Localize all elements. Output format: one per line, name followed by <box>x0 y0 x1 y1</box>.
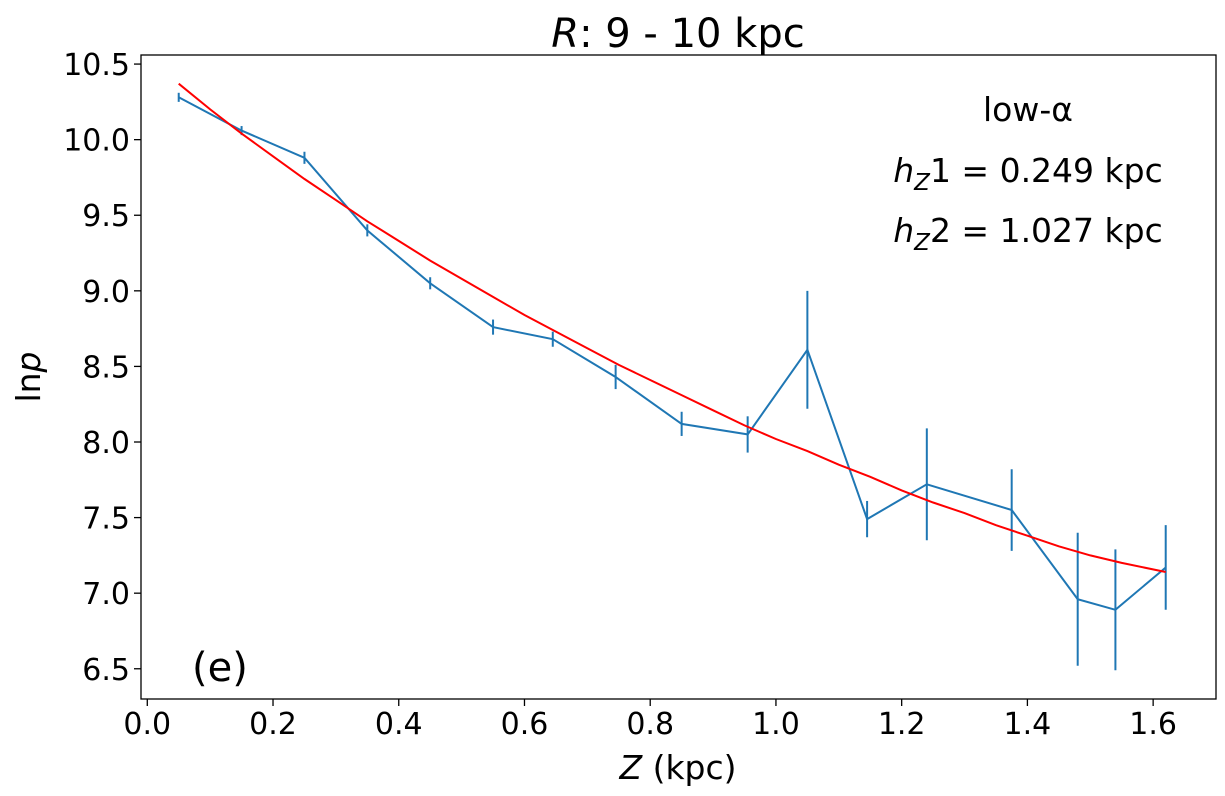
x-tick-label: 0.6 <box>501 707 549 742</box>
y-tick-label: 8.5 <box>82 350 130 385</box>
x-axis: 0.0 0.2 0.4 0.6 0.8 1.0 1.2 1.4 1.6 <box>123 699 1177 742</box>
y-tick-label: 9.0 <box>82 275 130 310</box>
panel-label: (e) <box>192 645 248 691</box>
fit-curve-line <box>178 82 1166 573</box>
y-axis: 6.5 7.0 7.5 8.0 8.5 9.0 9.5 10.0 10.5 <box>63 48 141 688</box>
population-label: low-α <box>983 90 1073 129</box>
y-tick-label: 7.0 <box>82 577 130 612</box>
scale-height-2-annotation: hZ2 = 1.027 kpc <box>893 211 1162 256</box>
x-tick-label: 0.2 <box>249 707 297 742</box>
x-tick-label: 1.2 <box>878 707 926 742</box>
x-tick-label: 1.6 <box>1129 707 1177 742</box>
y-tick-label: 9.5 <box>82 199 130 234</box>
x-tick-label: 1.4 <box>1004 707 1052 742</box>
series-layer <box>177 82 1167 671</box>
x-tick-label: 0.0 <box>123 707 171 742</box>
y-tick-label: 10.5 <box>63 48 130 83</box>
y-tick-label: 10.0 <box>63 124 130 159</box>
x-tick-label: 0.4 <box>375 707 423 742</box>
scale-height-1-annotation: hZ1 = 0.249 kpc <box>893 151 1162 196</box>
x-tick-label: 0.8 <box>626 707 674 742</box>
y-tick-label: 8.0 <box>82 426 130 461</box>
y-tick-label: 6.5 <box>82 653 130 688</box>
x-axis-label: Z (kpc) <box>618 748 736 787</box>
chart-title: R: 9 - 10 kpc <box>551 11 804 57</box>
x-tick-label: 1.0 <box>752 707 800 742</box>
plot-area-frame <box>140 54 1217 700</box>
y-tick-label: 7.5 <box>82 502 130 537</box>
y-axis-label: lnp <box>9 351 48 402</box>
